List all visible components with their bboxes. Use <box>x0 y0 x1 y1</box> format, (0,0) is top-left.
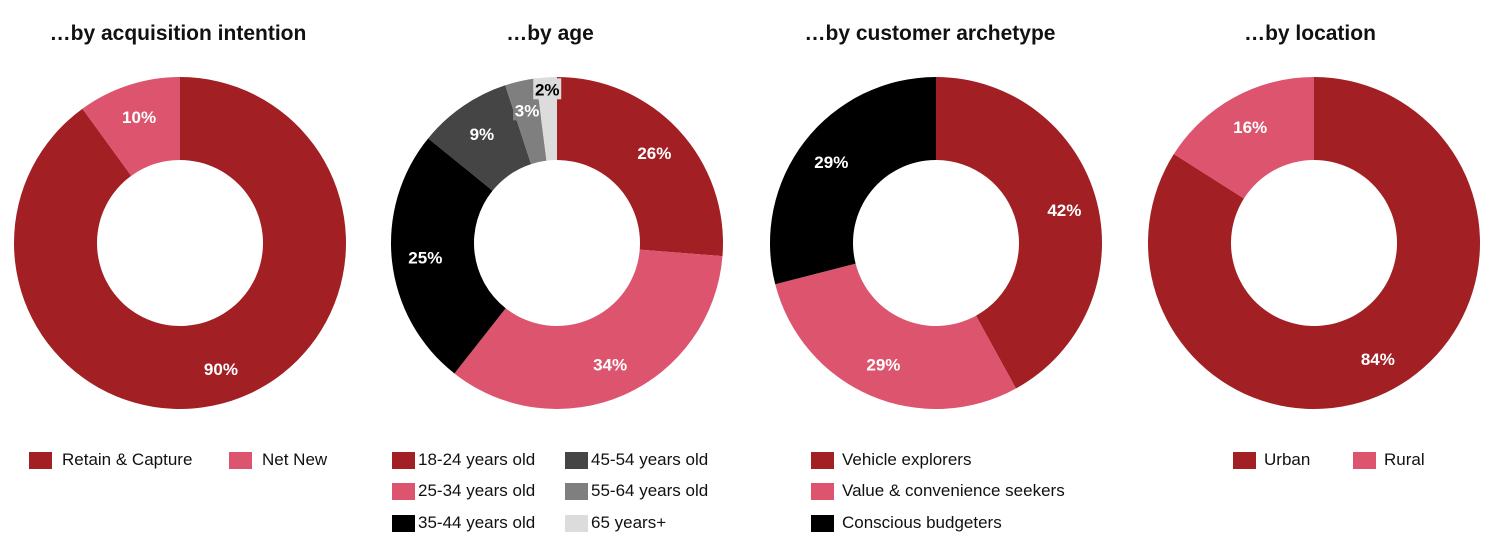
chart-title-acquisition: …by acquisition intention <box>49 22 307 45</box>
data-label: 42% <box>1047 201 1081 220</box>
data-label: 16% <box>1233 118 1267 137</box>
legend-label: Net New <box>262 450 328 469</box>
legend-label: Urban <box>1264 450 1311 469</box>
legend-item: 35-44 years old <box>392 513 535 533</box>
legend-swatch <box>811 514 834 532</box>
legend-item: Rural <box>1353 450 1425 470</box>
legend-item: 25-34 years old <box>392 481 535 501</box>
legend-label: 45-54 years old <box>591 450 709 469</box>
data-label: 3% <box>515 101 540 120</box>
legend-swatch <box>392 514 415 532</box>
chart-title-archetype: …by customer archetype <box>804 22 1056 45</box>
legend-item: Conscious budgeters <box>811 513 1002 533</box>
data-label: 34% <box>593 355 627 374</box>
slice-value-convenience-seekers <box>775 263 1016 409</box>
legend-item: Retain & Capture <box>29 450 192 470</box>
legend-label: 35-44 years old <box>418 513 536 532</box>
legend-label: Vehicle explorers <box>842 450 972 469</box>
legend-item: Value & convenience seekers <box>811 481 1065 501</box>
slice-45-54-years-old <box>428 85 532 191</box>
legend-item: 55-64 years old <box>565 481 708 501</box>
slice-18-24-years-old <box>557 77 723 257</box>
legend-swatch <box>1353 451 1376 469</box>
slice-net-new <box>82 77 180 176</box>
slice-retain-capture <box>13 77 346 409</box>
data-label: 29% <box>866 356 900 375</box>
slice-urban <box>1147 77 1480 409</box>
data-label: 90% <box>204 360 238 379</box>
legend-item: Net New <box>229 450 327 470</box>
legend-item: 65 years+ <box>565 513 666 533</box>
data-label: 9% <box>470 125 495 144</box>
slice-35-44-years-old <box>390 138 506 374</box>
legend-label: 25-34 years old <box>418 481 536 500</box>
data-label: 2% <box>535 80 560 99</box>
legend-swatch <box>392 482 415 500</box>
legend-label: 65 years+ <box>591 513 667 532</box>
donut-archetype: 42% 29% 29% <box>770 77 1102 409</box>
legend-label: Rural <box>1384 450 1425 469</box>
chart-title-location: …by location <box>1244 22 1376 45</box>
legend-swatch <box>811 451 834 469</box>
data-label: 25% <box>408 249 442 268</box>
data-label: 29% <box>814 153 848 172</box>
donut-location: 84% 16% <box>1147 76 1480 409</box>
legend-swatch <box>811 482 834 500</box>
legend-label: Retain & Capture <box>62 450 193 469</box>
donut-age: 26% 34% 25% 9% 3% 2% <box>390 77 723 409</box>
label-background <box>533 78 562 100</box>
legend-item: 45-54 years old <box>565 450 708 470</box>
data-label: 84% <box>1361 350 1395 369</box>
slice-vehicle-explorers <box>936 77 1102 389</box>
legend-item: Urban <box>1233 450 1310 470</box>
legend-swatch <box>392 451 415 469</box>
legend-item: 18-24 years old <box>392 450 535 470</box>
legend-swatch <box>565 482 588 500</box>
chart-title-age: …by age <box>506 22 594 45</box>
legend-label: 18-24 years old <box>418 450 536 469</box>
legend-swatch <box>1233 451 1256 469</box>
legend-label: 55-64 years old <box>591 481 709 500</box>
legend-swatch <box>229 451 252 469</box>
slice-25-34-years-old <box>454 249 723 409</box>
legend-label: Conscious budgeters <box>842 513 1002 532</box>
slice-conscious-budgeters <box>770 77 936 285</box>
data-label: 10% <box>122 108 156 127</box>
legend-swatch <box>565 451 588 469</box>
slice-rural <box>1173 76 1314 199</box>
legend-item: Vehicle explorers <box>811 450 971 470</box>
data-label: 26% <box>637 144 671 163</box>
donut-acquisition: 90% 10% <box>13 77 346 409</box>
legend-swatch <box>565 514 588 532</box>
legend-swatch <box>29 451 52 469</box>
legend-label: Value & convenience seekers <box>842 481 1065 500</box>
label-background <box>513 99 542 121</box>
